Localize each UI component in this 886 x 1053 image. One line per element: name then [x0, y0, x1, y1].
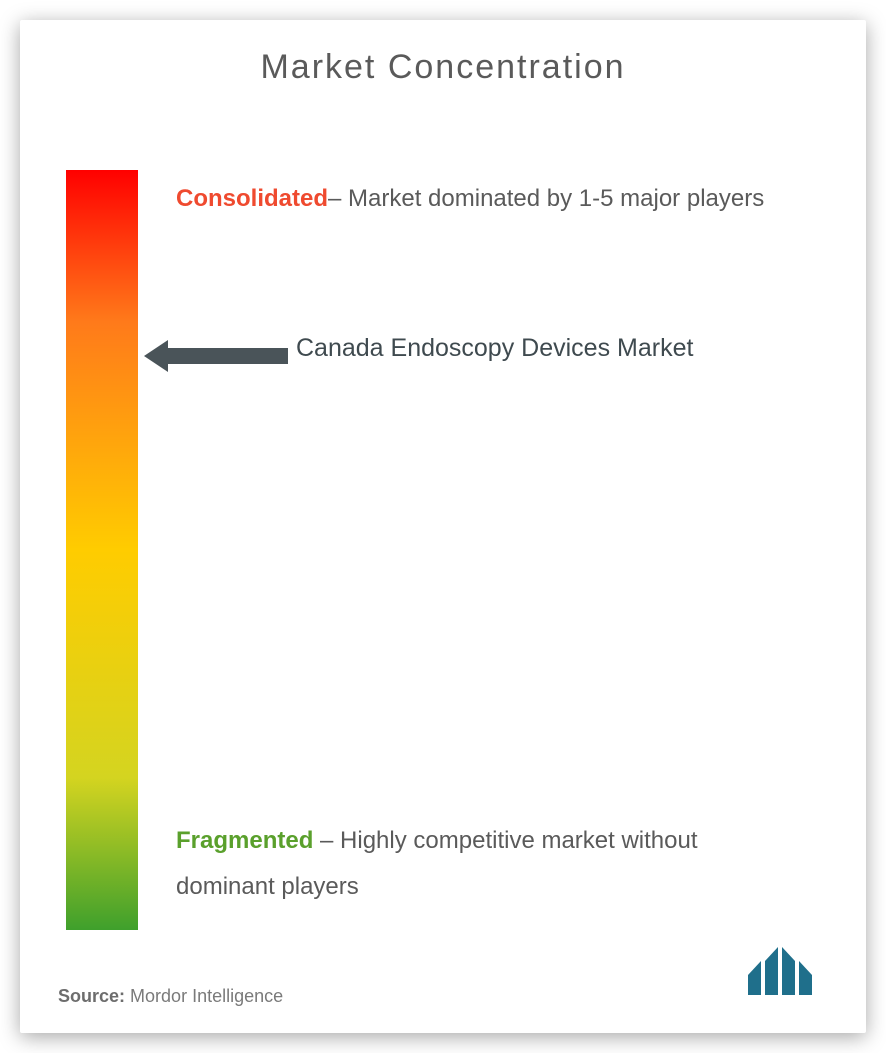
source-line: Source: Mordor Intelligence [58, 986, 283, 1007]
fragmented-label-block: Fragmented – Highly competitive market w… [176, 818, 796, 909]
marker-arrow-icon [144, 338, 288, 374]
mordor-logo-icon [748, 947, 826, 995]
consolidated-label-block: Consolidated– Market dominated by 1-5 ma… [176, 176, 796, 222]
infographic-card: Market Concentration Consolidated– Marke… [20, 20, 866, 1033]
source-name: Mordor Intelligence [130, 986, 283, 1006]
consolidated-term: Consolidated [176, 185, 328, 212]
source-prefix: Source: [58, 986, 125, 1006]
fragmented-term: Fragmented [176, 827, 313, 854]
scale-area: Consolidated– Market dominated by 1-5 ma… [66, 170, 826, 930]
consolidated-desc: – Market dominated by 1-5 major players [328, 185, 764, 212]
marker-label: Canada Endoscopy Devices Market [296, 334, 693, 363]
concentration-gradient-bar [66, 170, 138, 930]
chart-title: Market Concentration [20, 20, 866, 87]
